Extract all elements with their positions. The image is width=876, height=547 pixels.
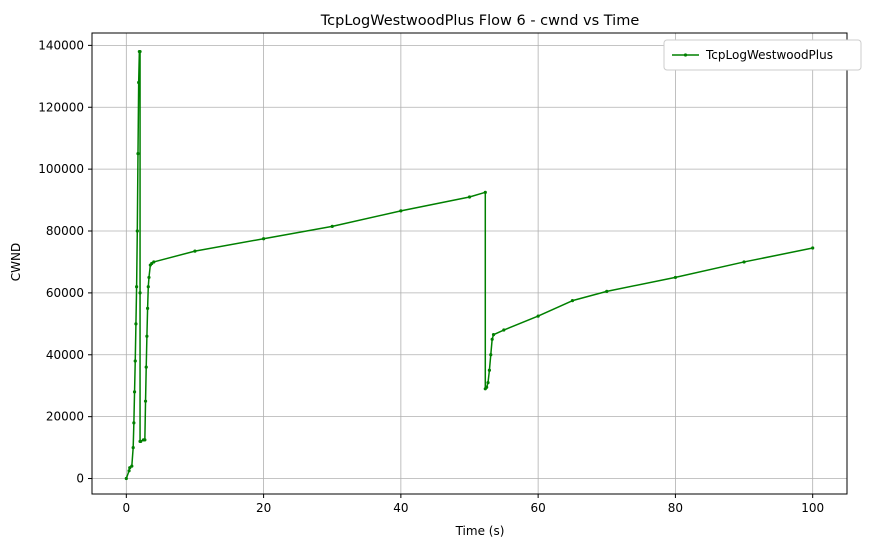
data-point [145, 334, 149, 338]
data-point [483, 190, 487, 194]
x-tick-label: 40 [393, 501, 408, 515]
data-point [135, 229, 139, 233]
data-point [143, 438, 147, 442]
data-point [193, 249, 197, 253]
legend-box [663, 39, 862, 71]
data-point [487, 368, 491, 372]
data-point [491, 333, 496, 337]
data-point [261, 237, 266, 241]
y-tick-label: 100000 [38, 162, 84, 176]
data-point [490, 337, 494, 341]
data-point [467, 195, 472, 199]
legend-marker-sample [683, 53, 688, 57]
x-tick-label: 80 [668, 501, 683, 515]
y-tick-label: 140000 [38, 38, 84, 52]
data-point [124, 476, 128, 481]
data-point [139, 439, 143, 443]
chart-title: TcpLogWestwoodPlus Flow 6 - cwnd vs Time [320, 13, 640, 29]
data-point [132, 421, 136, 425]
x-axis: 0 20 40 60 80 100 [122, 494, 824, 515]
y-tick-label: 20000 [46, 410, 84, 424]
data-point [132, 390, 137, 394]
y-axis-title: CWND [9, 243, 23, 281]
data-point [489, 353, 493, 357]
data-point [811, 246, 815, 250]
data-point [673, 275, 678, 280]
legend-label: TcpLogWestwoodPlus [705, 48, 833, 62]
x-tick-label: 60 [530, 501, 545, 515]
data-point [570, 299, 575, 303]
x-axis-title: Time (s) [455, 524, 505, 538]
y-tick-label: 80000 [46, 224, 84, 238]
data-point [486, 381, 490, 385]
data-point [742, 260, 746, 264]
data-point [330, 224, 334, 228]
data-point [399, 209, 403, 213]
data-point [485, 385, 489, 389]
y-tick-label: 0 [76, 472, 84, 486]
series-layer [124, 49, 815, 481]
series-line [125, 50, 813, 479]
y-tick-label: 40000 [46, 348, 84, 362]
y-tick-label: 60000 [46, 286, 84, 300]
data-point [536, 314, 540, 318]
data-point [605, 289, 609, 293]
data-point [135, 285, 139, 289]
data-point [144, 365, 148, 369]
data-point [136, 152, 140, 156]
data-point [127, 469, 131, 473]
x-tick-label: 100 [801, 501, 824, 515]
x-tick-label: 0 [122, 501, 130, 515]
data-point [146, 285, 150, 289]
y-axis: 0 20000 40000 60000 80000 100000 120000 140000 [38, 38, 92, 486]
data-point [146, 306, 150, 310]
plot-area-frame [91, 32, 848, 495]
data-point [143, 399, 148, 403]
legend: TcpLogWestwoodPlus [663, 39, 862, 71]
x-tick-label: 20 [256, 501, 271, 515]
data-point [138, 291, 142, 295]
data-point [133, 359, 137, 363]
data-point [502, 328, 506, 332]
data-point [130, 464, 134, 468]
data-point [147, 275, 151, 280]
data-point [152, 260, 156, 264]
data-point [137, 80, 141, 85]
data-point [138, 49, 142, 54]
y-tick-label: 120000 [38, 100, 84, 114]
data-point [134, 322, 138, 326]
grid-lines [92, 33, 847, 494]
data-point [131, 445, 135, 450]
